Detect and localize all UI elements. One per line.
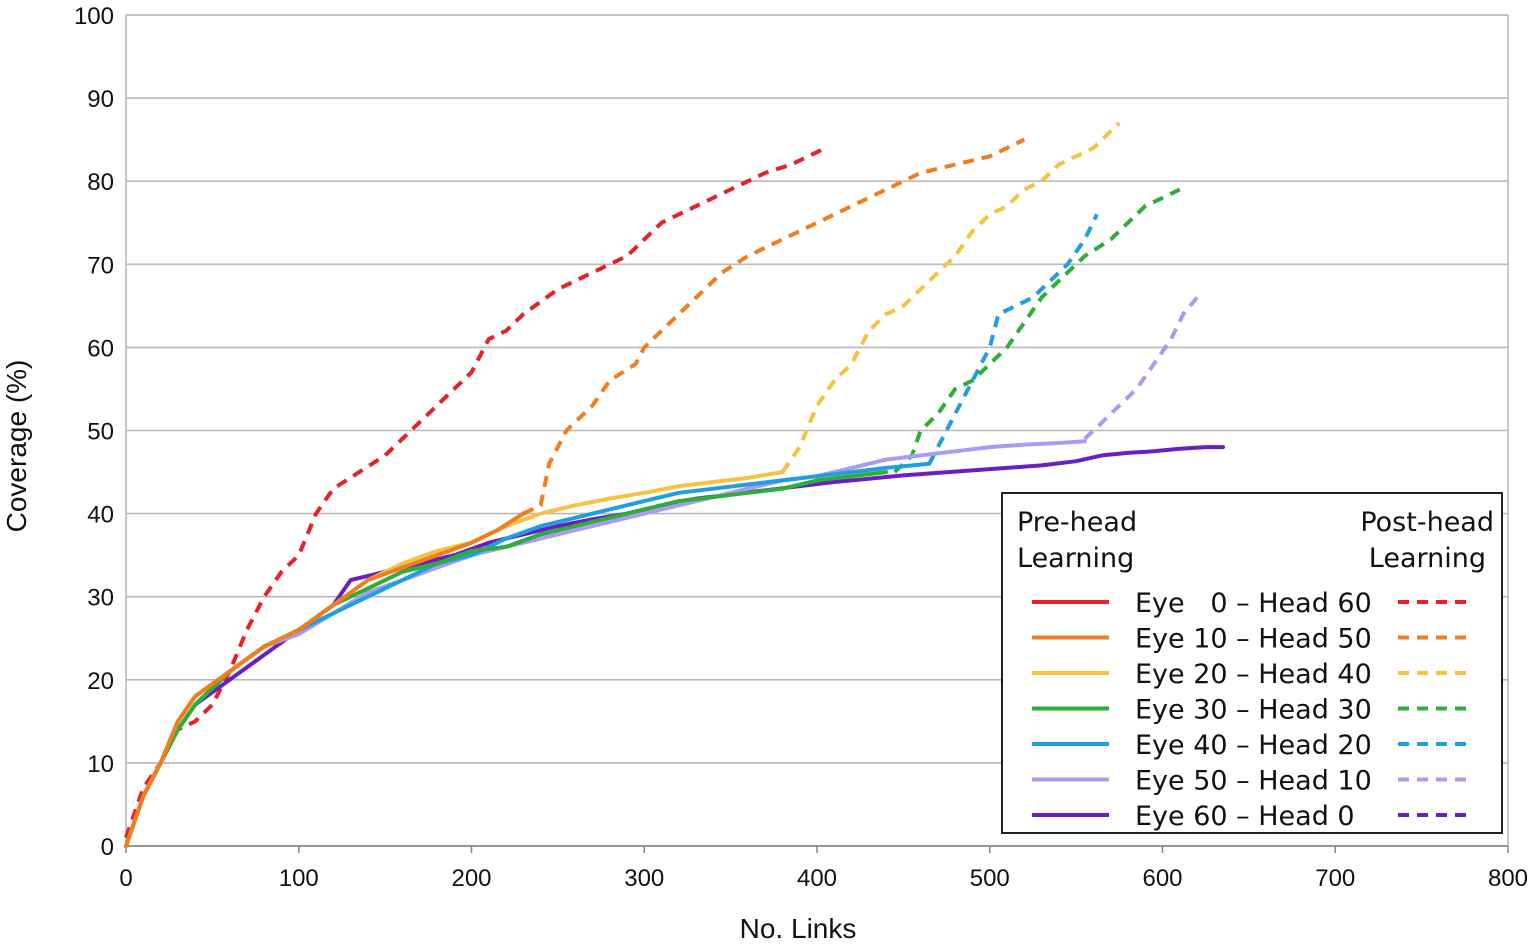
y-tick-label: 40 — [87, 502, 114, 529]
x-tick-label: 600 — [1142, 865, 1182, 892]
legend-pre-header-1: Pre-head — [1017, 507, 1137, 538]
x-tick-label: 800 — [1488, 865, 1528, 892]
legend-post-header-1: Post-head — [1360, 507, 1494, 538]
x-tick-label: 400 — [797, 865, 837, 892]
x-tick-label: 200 — [451, 865, 491, 892]
y-tick-label: 30 — [87, 585, 114, 612]
legend-label-3: Eye 30 – Head 30 — [1135, 695, 1372, 726]
y-tick-label: 70 — [87, 252, 114, 279]
x-tick-label: 700 — [1315, 865, 1355, 892]
x-tick-label: 300 — [624, 865, 664, 892]
series-pre-line-3 — [124, 470, 889, 848]
y-tick-label: 0 — [101, 834, 114, 861]
legend-post-header-2: Learning — [1369, 543, 1486, 574]
legend-label-4: Eye 40 – Head 20 — [1135, 730, 1372, 761]
series-lines — [124, 121, 1225, 848]
y-axis-title: Coverage (%) — [1, 360, 32, 533]
legend-label-2: Eye 20 – Head 40 — [1135, 659, 1372, 690]
legend-label-1: Eye 10 – Head 50 — [1135, 624, 1372, 655]
y-tick-label: 50 — [87, 419, 114, 446]
x-tick-label: 100 — [279, 865, 319, 892]
series-pre-line-1 — [124, 511, 526, 848]
y-tick-label: 20 — [87, 668, 114, 695]
x-axis-title: No. Links — [740, 913, 857, 944]
legend-pre-header-2: Learning — [1017, 543, 1134, 574]
series-post-line-1 — [522, 137, 1026, 516]
y-tick-label: 60 — [87, 335, 114, 362]
x-tick-label: 0 — [119, 865, 132, 892]
x-tick-label: 500 — [970, 865, 1010, 892]
legend-entries: Eye 0 – Head 60 Eye 10 – Head 50 Eye 20 – … — [1032, 588, 1468, 832]
legend-label-0: Eye 0 – Head 60 — [1135, 588, 1372, 619]
series-post-line-2 — [780, 121, 1121, 474]
axes — [125, 14, 1509, 853]
legend-box — [1001, 492, 1503, 834]
legend-label-6: Eye 60 – Head 0 — [1135, 801, 1355, 832]
y-tick-label: 100 — [74, 3, 114, 30]
y-tick-label: 90 — [87, 86, 114, 113]
legend-label-5: Eye 50 – Head 10 — [1135, 766, 1372, 797]
legend: Pre-head Learning Post-head Learning Eye… — [1001, 492, 1503, 834]
y-tick-label: 10 — [87, 751, 114, 778]
series-post-line-0 — [124, 146, 827, 839]
series-post-line-3 — [893, 187, 1181, 474]
series-post-line-4 — [927, 213, 1099, 465]
y-tick-label: 80 — [87, 169, 114, 196]
series-post-line-5 — [1083, 296, 1199, 441]
tick-labels: 0 10 20 30 40 50 60 70 80 90 100 0 100 200 300 400 500 60… — [74, 3, 1528, 892]
